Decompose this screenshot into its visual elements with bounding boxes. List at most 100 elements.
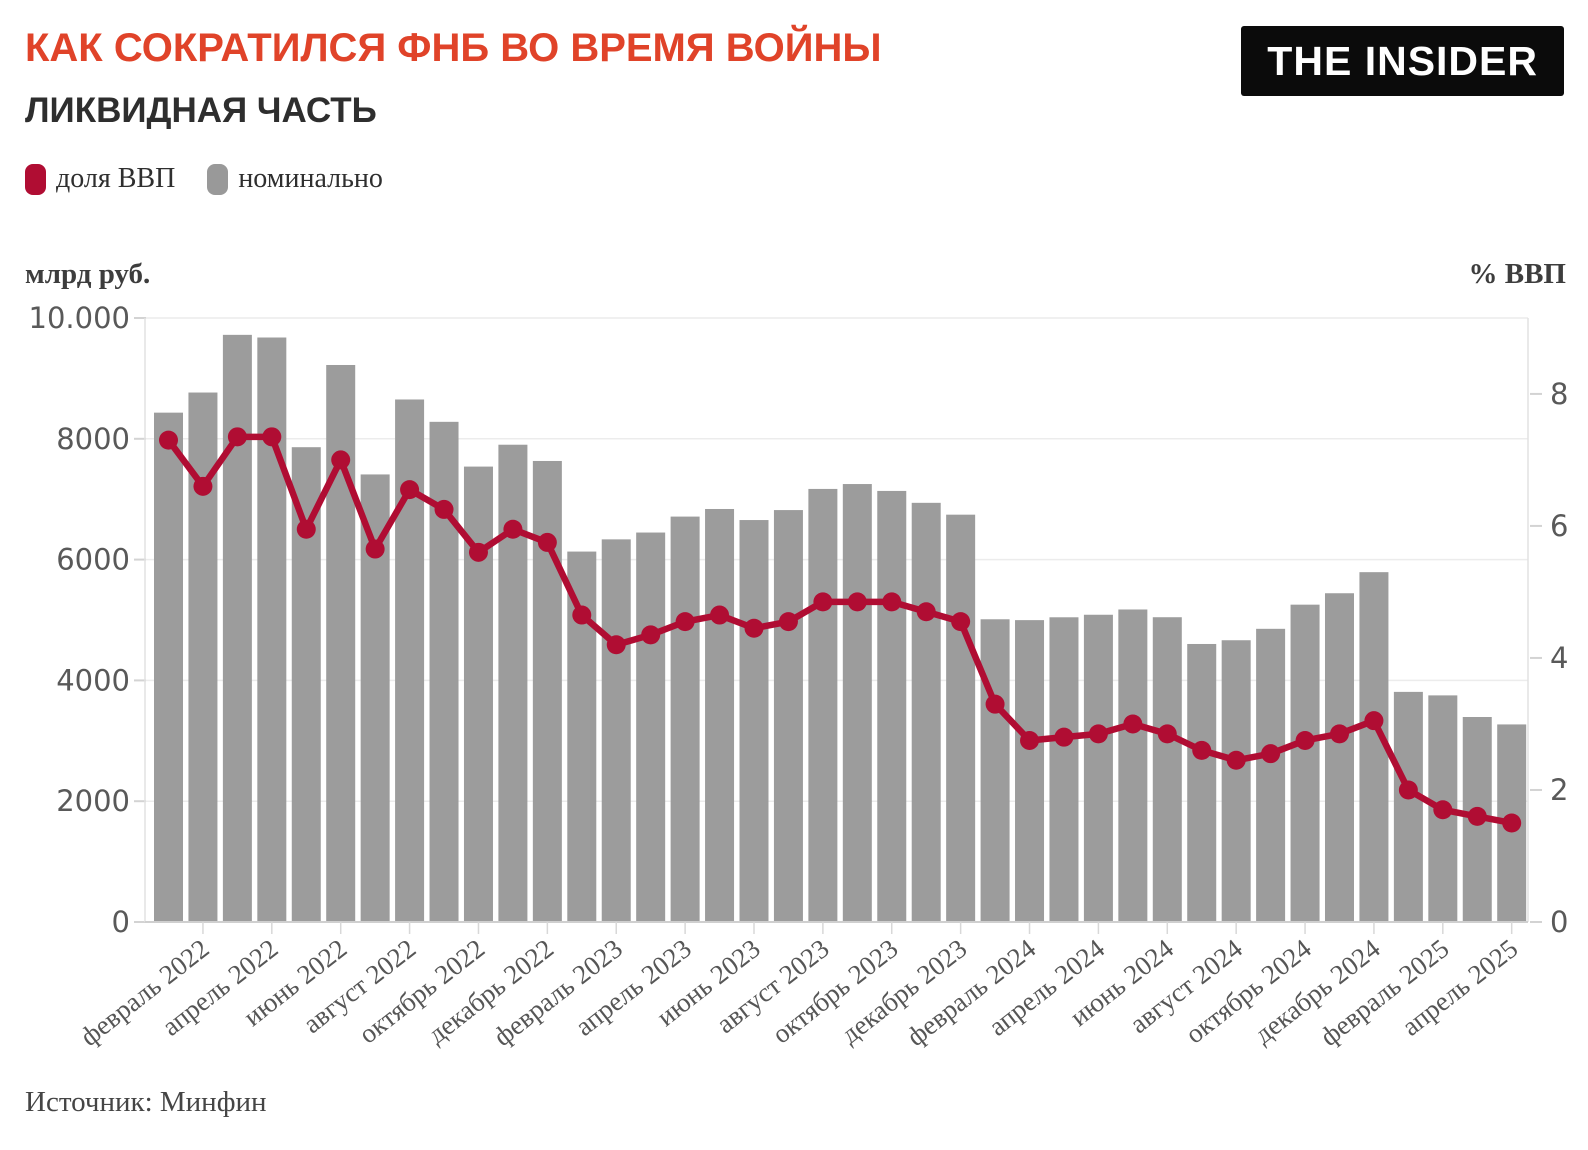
gdp-share-point-июнь-2023 bbox=[744, 618, 764, 638]
gdp-share-point-декабрь-2022 bbox=[537, 532, 557, 552]
gdp-share-point-февраль-2025 bbox=[1433, 800, 1453, 820]
bar-nominal-декабрь-2023 bbox=[946, 514, 976, 922]
bar-nominal-март-2023 bbox=[636, 532, 666, 922]
gdp-share-point-декабрь-2024 bbox=[1364, 711, 1384, 731]
legend-item-gdp-share: доля ВВП bbox=[25, 163, 175, 195]
right-axis-title: % ВВП bbox=[1468, 258, 1567, 290]
gdp-share-point-октябрь-2022 bbox=[468, 542, 488, 562]
gdp-share-point-октябрь-2023 bbox=[882, 592, 902, 612]
bar-nominal-январь-2024 bbox=[980, 619, 1010, 922]
gdp-share-point-февраль-2023 bbox=[606, 635, 626, 655]
right-axis-tick-label: 4 bbox=[1550, 641, 1568, 675]
bar-nominal-май-2022 bbox=[291, 447, 321, 922]
gdp-share-point-июль-2024 bbox=[1192, 740, 1212, 760]
bar-nominal-май-2024 bbox=[1118, 609, 1148, 922]
gdp-share-point-сентябрь-2022 bbox=[434, 499, 454, 519]
gdp-share-point-май-2022 bbox=[296, 519, 316, 539]
bar-nominal-август-2023 bbox=[808, 488, 838, 922]
bar-nominal-январь-2025 bbox=[1393, 691, 1423, 922]
bar-nominal-июль-2024 bbox=[1187, 643, 1217, 922]
gdp-share-point-ноябрь-2023 bbox=[916, 602, 936, 622]
bar-nominal-июнь-2023 bbox=[739, 520, 769, 922]
bar-nominal-февраль-2023 bbox=[601, 539, 631, 922]
gdp-share-point-март-2023 bbox=[641, 625, 661, 645]
legend-label-nominal: номинально bbox=[238, 163, 383, 194]
left-axis-tick-label: 6000 bbox=[56, 543, 130, 577]
left-axis-tick-label: 2000 bbox=[56, 784, 130, 818]
gdp-share-point-январь-2024 bbox=[985, 694, 1005, 714]
gdp-share-point-февраль-2024 bbox=[1020, 730, 1040, 750]
gdp-share-point-сентябрь-2024 bbox=[1261, 744, 1281, 764]
gdp-share-point-апрель-2022 bbox=[262, 427, 282, 447]
bar-nominal-март-2024 bbox=[1049, 617, 1079, 922]
gdp-share-point-март-2022 bbox=[227, 427, 247, 447]
gdp-share-point-январь-2023 bbox=[572, 605, 592, 625]
logo-text: THE INSIDER bbox=[1267, 37, 1538, 84]
bar-nominal-октябрь-2023 bbox=[877, 490, 907, 922]
right-axis-tick-label: 8 bbox=[1550, 377, 1568, 411]
bar-nominal-сентябрь-2024 bbox=[1256, 628, 1286, 922]
bar-nominal-август-2022 bbox=[395, 399, 425, 922]
right-axis-tick-label: 2 bbox=[1550, 773, 1568, 807]
page-subtitle: ЛИКВИДНАЯ ЧАСТЬ bbox=[25, 91, 377, 130]
bar-nominal-апрель-2022 bbox=[257, 337, 287, 923]
gdp-share-point-март-2024 bbox=[1054, 727, 1074, 747]
bar-nominal-декабрь-2022 bbox=[532, 460, 562, 922]
gdp-share-point-май-2024 bbox=[1123, 714, 1143, 734]
gdp-share-point-июль-2023 bbox=[778, 612, 798, 632]
bar-nominal-ноябрь-2024 bbox=[1324, 593, 1354, 922]
legend-label-gdp-share: доля ВВП bbox=[56, 163, 176, 194]
right-axis-tick-label: 6 bbox=[1550, 509, 1568, 543]
gdp-share-point-январь-2025 bbox=[1398, 780, 1418, 800]
gdp-share-point-ноябрь-2022 bbox=[503, 519, 523, 539]
bar-nominal-сентябрь-2022 bbox=[429, 421, 459, 922]
gdp-share-point-май-2023 bbox=[710, 605, 730, 625]
bar-nominal-февраль-2024 bbox=[1015, 620, 1045, 922]
gdp-share-line bbox=[165, 433, 1515, 827]
left-axis-tick-label: 4000 bbox=[56, 663, 130, 697]
gdp-share-point-август-2023 bbox=[813, 592, 833, 612]
gdp-share-point-август-2022 bbox=[400, 480, 420, 500]
source-note: Источник: Минфин bbox=[25, 1086, 267, 1118]
bar-nominal-июнь-2022 bbox=[326, 364, 356, 922]
gdp-share-point-март-2025 bbox=[1467, 806, 1487, 826]
bar-nominal-сентябрь-2023 bbox=[842, 484, 872, 922]
gdp-share-point-январь-2022 bbox=[159, 430, 178, 450]
gdp-share-point-июнь-2024 bbox=[1157, 724, 1177, 744]
legend-swatch-nominal bbox=[207, 163, 229, 195]
bar-nominal-ноябрь-2022 bbox=[498, 444, 528, 922]
gdp-share-point-август-2024 bbox=[1226, 750, 1246, 770]
legend-swatch-gdp-share bbox=[25, 163, 46, 195]
bar-nominal-октябрь-2024 bbox=[1290, 604, 1320, 922]
bar-nominal-июнь-2024 bbox=[1152, 617, 1182, 922]
bar-nominal-апрель-2023 bbox=[670, 516, 700, 922]
gdp-share-point-декабрь-2023 bbox=[951, 612, 971, 632]
the-insider-logo: THE INSIDER bbox=[1241, 26, 1564, 96]
bar-nominal-март-2022 bbox=[222, 334, 252, 923]
left-axis-tick-label: 8000 bbox=[56, 422, 130, 456]
gdp-share-point-апрель-2023 bbox=[675, 612, 695, 632]
legend-item-nominal: номинально bbox=[207, 163, 383, 195]
left-axis-tick-label: 10.000 bbox=[29, 301, 130, 335]
chart-legend: доля ВВП номинально bbox=[25, 163, 383, 195]
gdp-share-point-февраль-2022 bbox=[193, 476, 213, 496]
left-axis-title: млрд руб. bbox=[25, 258, 151, 290]
bar-nominal-январь-2022 bbox=[154, 412, 183, 922]
right-axis-tick-label: 0 bbox=[1550, 905, 1568, 939]
gdp-share-point-июль-2022 bbox=[365, 539, 385, 559]
gdp-share-point-ноябрь-2024 bbox=[1329, 724, 1349, 744]
bar-nominal-май-2023 bbox=[705, 508, 735, 922]
bar-nominal-апрель-2024 bbox=[1083, 614, 1113, 922]
gdp-share-point-апрель-2025 bbox=[1502, 813, 1522, 833]
bar-nominal-июль-2023 bbox=[773, 510, 803, 922]
gdp-share-point-июнь-2022 bbox=[331, 450, 351, 470]
gdp-share-point-апрель-2024 bbox=[1088, 724, 1108, 744]
bar-nominal-август-2024 bbox=[1221, 640, 1251, 922]
page-title: КАК СОКРАТИЛСЯ ФНБ ВО ВРЕМЯ ВОЙНЫ bbox=[25, 26, 882, 70]
bar-nominal-ноябрь-2023 bbox=[911, 502, 941, 922]
left-axis-tick-label: 0 bbox=[112, 905, 130, 939]
gdp-share-point-октябрь-2024 bbox=[1295, 730, 1315, 750]
gdp-share-point-сентябрь-2023 bbox=[847, 592, 867, 612]
